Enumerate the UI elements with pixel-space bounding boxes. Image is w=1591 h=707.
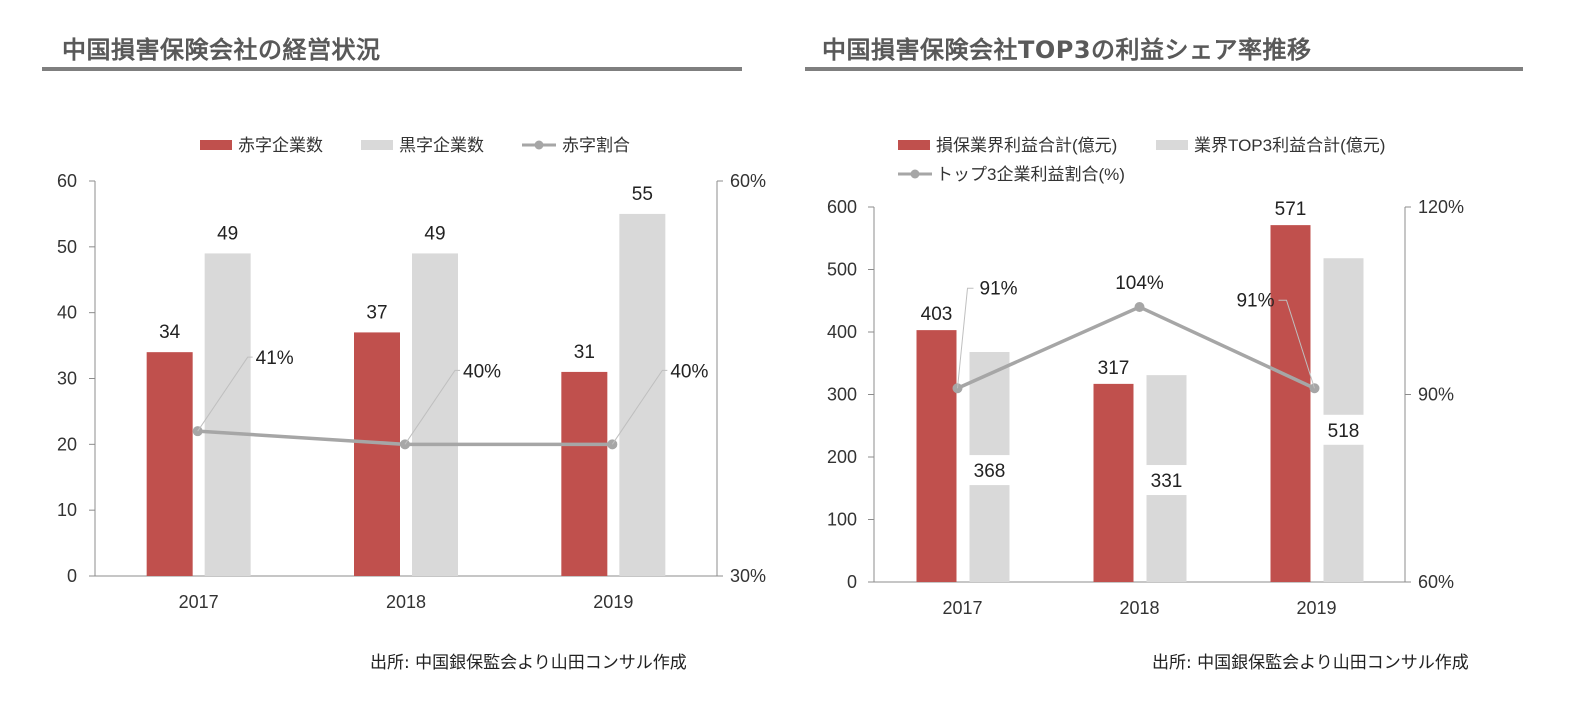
line-top3-share-value-label: 91% xyxy=(980,278,1018,299)
y-tick-label: 0 xyxy=(67,566,77,586)
legend-deficit-companies-swatch xyxy=(200,140,232,150)
bar-deficit-companies xyxy=(561,371,608,576)
legend-deficit-ratio-swatch-marker xyxy=(534,140,544,150)
y-tick-label: 300 xyxy=(827,385,857,405)
legend-top3-profit-label: 業界TOP3利益合計(億元) xyxy=(1194,136,1385,155)
bar-top3-profit-value-label: 518 xyxy=(1328,421,1360,442)
legend-top3-profit-swatch xyxy=(1156,140,1188,150)
bar-deficit-companies-value-label: 37 xyxy=(366,302,387,323)
x-tick-label: 2019 xyxy=(593,592,633,612)
x-tick-label: 2017 xyxy=(942,598,982,618)
legend-deficit-companies-label: 赤字企業数 xyxy=(238,136,323,155)
bar-industry-profit xyxy=(1093,383,1134,582)
bar-surplus-companies xyxy=(204,253,251,576)
y-tick-label: 30 xyxy=(57,369,77,389)
legend-top3-share-swatch-marker xyxy=(910,169,920,179)
left-chart: 赤字企業数 黒字企業数 赤字割合 0 10 20 30 40 50 60 30% 60% 2017 201… xyxy=(57,136,766,612)
x-tick-label: 2018 xyxy=(1119,598,1159,618)
bar-surplus-companies xyxy=(412,253,458,576)
bar-surplus-companies-value-label: 55 xyxy=(632,184,653,205)
bar-surplus-companies-value-label: 49 xyxy=(424,223,445,244)
y-tick-label: 0 xyxy=(847,572,857,592)
y-tick-label: 400 xyxy=(827,322,857,342)
line-top3-share-leader xyxy=(957,287,974,389)
y-tick-label: 200 xyxy=(827,447,857,467)
legend-industry-profit-label: 損保業界利益合計(億元) xyxy=(936,136,1117,155)
bar-industry-profit xyxy=(1270,225,1311,582)
line-deficit-ratio-leader xyxy=(611,369,668,445)
legend-deficit-ratio-label: 赤字割合 xyxy=(562,136,630,155)
x-tick-label: 2019 xyxy=(1296,598,1336,618)
line-top3-share-value-label: 91% xyxy=(1236,290,1274,311)
y2-tick-label: 90% xyxy=(1418,385,1454,405)
y-tick-label: 60 xyxy=(57,171,77,191)
bar-top3-profit-label-box xyxy=(1145,465,1188,496)
bar-deficit-companies xyxy=(354,332,400,576)
bar-industry-profit-value-label: 403 xyxy=(921,304,953,325)
line-top3-share-value-label: 104% xyxy=(1115,273,1164,294)
y2-tick-label: 120% xyxy=(1418,197,1464,217)
bar-top3-profit-label-box xyxy=(1322,414,1365,445)
y-tick-label: 100 xyxy=(827,510,857,530)
legend-surplus-companies-swatch xyxy=(361,140,393,150)
y2-tick-label: 60% xyxy=(1418,572,1454,592)
bar-surplus-companies xyxy=(619,213,666,576)
right-chart: 損保業界利益合計(億元) 業界TOP3利益合計(億元) トップ3企業利益割合(%) 0… xyxy=(827,136,1464,618)
bar-deficit-companies-value-label: 31 xyxy=(574,342,595,363)
bar-industry-profit xyxy=(916,330,957,582)
line-deficit-ratio-value-label: 41% xyxy=(256,348,294,369)
legend-top3-share-label: トップ3企業利益割合(%) xyxy=(936,165,1125,184)
bar-deficit-companies xyxy=(146,352,193,576)
left-panel-title: 中国損害保険会社の経営状況 xyxy=(62,36,381,64)
bar-industry-profit-value-label: 571 xyxy=(1275,199,1307,220)
bar-industry-profit-value-label: 317 xyxy=(1098,358,1130,379)
y-tick-label: 600 xyxy=(827,197,857,217)
right-source-note: 出所: 中国銀保監会より山田コンサル作成 xyxy=(1152,653,1469,673)
legend-industry-profit-swatch xyxy=(898,140,930,150)
bar-top3-profit-label-box xyxy=(968,455,1011,486)
left-source-note: 出所: 中国銀保監会より山田コンサル作成 xyxy=(370,653,687,673)
line-deficit-ratio-leader xyxy=(404,369,460,445)
line-top3-share-marker xyxy=(1134,302,1145,312)
bar-deficit-companies-value-label: 34 xyxy=(159,322,181,343)
left-title-rule xyxy=(42,67,742,71)
bar-top3-profit-value-label: 368 xyxy=(974,461,1006,482)
line-deficit-ratio-value-label: 40% xyxy=(670,361,708,382)
y-tick-label: 10 xyxy=(57,500,77,520)
bar-surplus-companies-value-label: 49 xyxy=(217,223,238,244)
y-tick-label: 20 xyxy=(57,434,77,454)
line-deficit-ratio-value-label: 40% xyxy=(463,361,501,382)
legend-surplus-companies-label: 黒字企業数 xyxy=(399,136,484,155)
line-deficit-ratio-leader xyxy=(197,356,253,432)
right-panel-title: 中国損害保険会社TOP3の利益シェア率推移 xyxy=(822,36,1312,64)
y2-tick-label: 30% xyxy=(730,566,766,586)
y-tick-label: 500 xyxy=(827,260,857,280)
y2-tick-label: 60% xyxy=(730,171,766,191)
x-tick-label: 2017 xyxy=(179,592,219,612)
line-top3-share-leader xyxy=(1278,299,1315,389)
y-tick-label: 50 xyxy=(57,237,77,257)
y-tick-label: 40 xyxy=(57,303,77,323)
x-tick-label: 2018 xyxy=(386,592,426,612)
right-title-rule xyxy=(805,67,1523,71)
line-top3-share xyxy=(956,305,1316,390)
bar-top3-profit-value-label: 331 xyxy=(1151,471,1183,492)
